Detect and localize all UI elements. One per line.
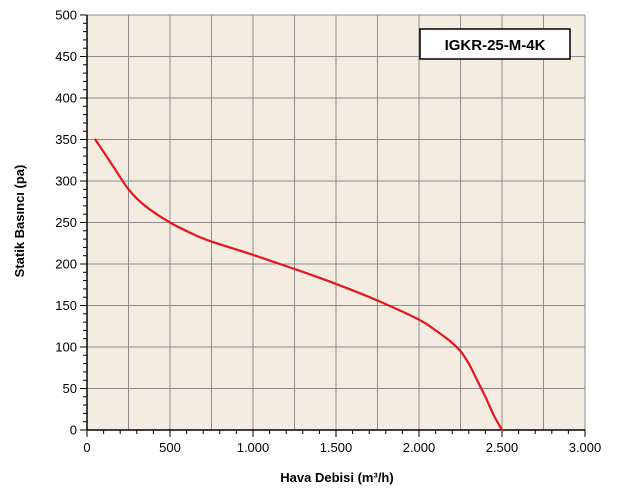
model-label-box: IGKR-25-M-4K — [419, 28, 571, 60]
y-tick-label: 250 — [55, 215, 77, 230]
y-tick-label: 0 — [70, 423, 77, 438]
y-tick-label: 150 — [55, 298, 77, 313]
x-tick-label: 500 — [159, 440, 181, 455]
pressure-curve — [94, 138, 504, 432]
grid-lines — [87, 14, 586, 430]
y-tick-label: 500 — [55, 8, 77, 23]
x-tick-label: 1.500 — [320, 440, 353, 455]
y-axis-title: Statik Basıncı (pa) — [12, 165, 27, 278]
x-tick-label: 2.500 — [486, 440, 519, 455]
x-tick-label: 0 — [83, 440, 90, 455]
x-tick-label: 1.000 — [237, 440, 270, 455]
model-label: IGKR-25-M-4K — [445, 37, 546, 54]
y-tick-label: 200 — [55, 257, 77, 272]
y-tick-label: 50 — [63, 381, 77, 396]
x-axis-title: Hava Debisi (m³/h) — [280, 470, 393, 485]
x-tick-label: 3.000 — [569, 440, 602, 455]
y-ticks: 0 50 100 150 200 250 300 350 400 450 500 — [55, 8, 87, 438]
y-tick-label: 100 — [55, 340, 77, 355]
x-ticks: 0 500 1.000 1.500 2.000 2.500 3.000 — [83, 430, 601, 455]
y-tick-label: 300 — [55, 174, 77, 189]
y-tick-label: 450 — [55, 49, 77, 64]
series-group — [94, 138, 504, 432]
x-tick-label: 2.000 — [403, 440, 436, 455]
y-tick-label: 400 — [55, 91, 77, 106]
y-tick-label: 350 — [55, 132, 77, 147]
